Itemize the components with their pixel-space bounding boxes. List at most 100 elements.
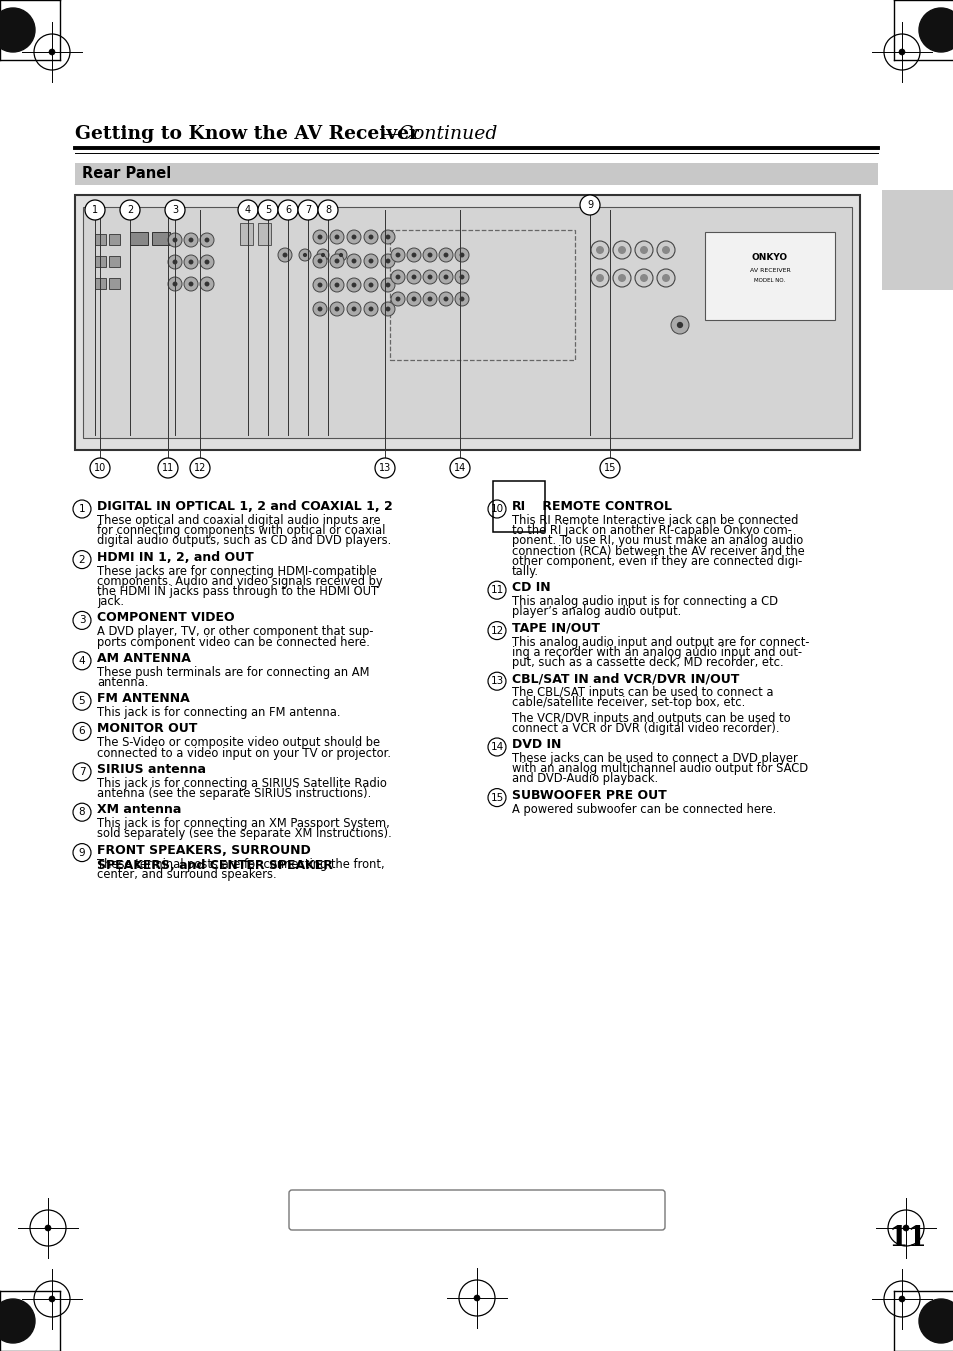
FancyBboxPatch shape [75,195,859,450]
Text: MONITOR OUT: MONITOR OUT [97,723,197,735]
Circle shape [395,297,400,301]
Text: 2: 2 [127,205,133,215]
Circle shape [395,274,400,280]
FancyBboxPatch shape [109,255,120,267]
Text: 14: 14 [454,463,466,473]
Circle shape [352,235,356,239]
Text: 11: 11 [490,585,503,596]
Circle shape [364,303,377,316]
Circle shape [411,253,416,258]
Text: This RI Remote Interactive jack can be connected: This RI Remote Interactive jack can be c… [512,513,798,527]
Circle shape [639,246,647,254]
Text: These push terminals are for connecting an AM: These push terminals are for connecting … [97,666,369,678]
Text: components. Audio and video signals received by: components. Audio and video signals rece… [97,574,382,588]
Circle shape [200,255,213,269]
Text: 14: 14 [490,742,503,753]
Circle shape [165,200,185,220]
Circle shape [168,232,182,247]
Text: 5: 5 [265,205,271,215]
Circle shape [316,249,329,261]
Text: other component, even if they are connected digi-: other component, even if they are connec… [512,555,801,567]
Circle shape [335,282,339,288]
FancyBboxPatch shape [257,223,271,245]
Circle shape [670,316,688,334]
Circle shape [237,200,257,220]
Text: put, such as a cassette deck, MD recorder, etc.: put, such as a cassette deck, MD recorde… [512,657,782,669]
Circle shape [168,277,182,290]
Text: 6: 6 [285,205,291,215]
Circle shape [330,254,344,267]
Text: 15: 15 [490,793,503,802]
Text: Getting to Know the AV Receiver: Getting to Know the AV Receiver [75,126,418,143]
Circle shape [459,274,464,280]
Text: TAPE IN/OUT: TAPE IN/OUT [512,621,599,635]
Circle shape [902,1225,908,1231]
Circle shape [189,281,193,286]
Circle shape [335,235,339,239]
Text: 6: 6 [78,727,85,736]
Text: tally.: tally. [512,565,538,578]
Circle shape [380,254,395,267]
Circle shape [676,322,682,328]
Text: antenna.: antenna. [97,676,149,689]
Text: REMOTE CONTROL: REMOTE CONTROL [537,500,671,513]
Circle shape [330,278,344,292]
Circle shape [427,297,432,301]
Circle shape [184,255,198,269]
Text: These jacks are for connecting HDMI-compatible: These jacks are for connecting HDMI-comp… [97,565,376,578]
Circle shape [579,195,599,215]
Circle shape [368,258,373,263]
Circle shape [427,253,432,258]
Text: 4: 4 [78,655,85,666]
Text: 15: 15 [603,463,616,473]
Circle shape [352,307,356,312]
Text: 8: 8 [78,807,85,817]
Circle shape [407,270,420,284]
Text: CBL/SAT IN and VCR/DVR IN/OUT: CBL/SAT IN and VCR/DVR IN/OUT [512,673,739,685]
Circle shape [590,269,608,286]
FancyBboxPatch shape [95,234,106,245]
Circle shape [657,269,675,286]
Text: 13: 13 [490,677,503,686]
Text: The S-Video or composite video output should be: The S-Video or composite video output sh… [97,736,379,750]
Circle shape [613,269,630,286]
Text: 8: 8 [325,205,331,215]
Circle shape [200,232,213,247]
Circle shape [364,254,377,267]
Circle shape [422,270,436,284]
Circle shape [298,249,311,261]
Text: This analog audio input and output are for connect-: This analog audio input and output are f… [512,635,809,648]
Circle shape [313,230,327,245]
Text: and DVD-Audio playback.: and DVD-Audio playback. [512,773,658,785]
Circle shape [317,307,322,312]
Circle shape [391,292,405,305]
Circle shape [317,282,322,288]
Circle shape [918,1300,953,1343]
FancyBboxPatch shape [95,255,106,267]
Circle shape [385,258,390,263]
Circle shape [168,255,182,269]
Text: RI: RI [512,500,525,513]
Text: XM antenna: XM antenna [97,804,181,816]
Circle shape [364,230,377,245]
Text: This jack is for connecting an FM antenna.: This jack is for connecting an FM antenn… [97,707,340,719]
Text: 11: 11 [887,1224,926,1251]
Circle shape [204,259,210,265]
Text: 7: 7 [78,767,85,777]
Text: to the RI jack on another RI-capable Onkyo com-: to the RI jack on another RI-capable Onk… [512,524,791,538]
Text: 5: 5 [78,696,85,707]
Circle shape [635,240,652,259]
Circle shape [599,458,619,478]
Circle shape [391,270,405,284]
Circle shape [317,235,322,239]
Circle shape [438,249,453,262]
Circle shape [455,249,469,262]
Circle shape [184,277,198,290]
Text: A powered subwoofer can be connected here.: A powered subwoofer can be connected her… [512,802,776,816]
Circle shape [190,458,210,478]
Circle shape [297,200,317,220]
Circle shape [635,269,652,286]
Text: 12: 12 [490,626,503,635]
Circle shape [407,249,420,262]
Circle shape [443,297,448,301]
